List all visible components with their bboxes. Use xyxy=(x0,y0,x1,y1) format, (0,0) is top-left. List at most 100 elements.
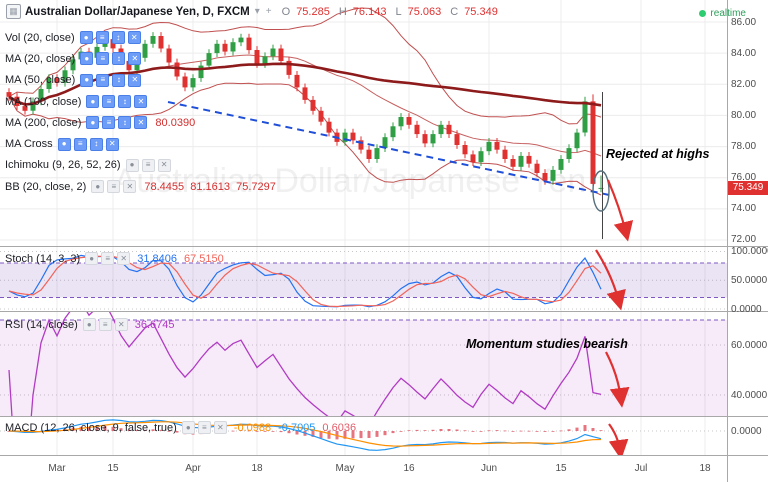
legend-label[interactable]: BB (20, close, 2) xyxy=(5,180,87,193)
close-icon[interactable]: ✕ xyxy=(105,137,119,151)
realtime-dot-icon xyxy=(699,10,707,17)
macd-hist-value: -0.0988 xyxy=(233,421,272,434)
close-icon[interactable]: ✕ xyxy=(134,116,148,130)
axis-label: 80.00 xyxy=(731,109,757,121)
rsi-legend-label[interactable]: RSI (14, close) xyxy=(5,318,78,331)
axis-label: 74.00 xyxy=(731,203,757,215)
close-icon[interactable]: ✕ xyxy=(134,95,148,109)
eye-icon[interactable]: ● xyxy=(80,73,94,87)
time-axis-label: May xyxy=(335,463,355,474)
settings-icon[interactable]: ≡ xyxy=(101,252,115,266)
open-label: O xyxy=(281,5,291,18)
caret-down-icon[interactable]: ▾ xyxy=(254,6,260,17)
reorder-icon[interactable]: ↕ xyxy=(89,137,103,151)
time-axis-label: 15 xyxy=(555,463,567,474)
axis-label: 82.00 xyxy=(731,78,757,90)
stoch-d-value: 67.5150 xyxy=(183,252,224,265)
drawings[interactable] xyxy=(167,92,634,242)
eye-icon[interactable]: ● xyxy=(57,137,71,151)
legend-label[interactable]: MA (50, close) xyxy=(5,74,76,87)
settings-icon[interactable]: ≡ xyxy=(197,421,211,435)
rsi-value: 36.6745 xyxy=(134,318,175,331)
stoch-panel[interactable] xyxy=(0,249,727,311)
axis-label: 78.00 xyxy=(731,141,757,153)
symbol-title[interactable]: Australian Dollar/Japanese Yen, D, FXCM xyxy=(25,5,250,18)
close-icon[interactable]: ✕ xyxy=(114,318,128,332)
realtime-label: realtime xyxy=(710,8,746,19)
annotation-momentum-bearish[interactable]: Momentum studies bearish xyxy=(466,337,628,351)
settings-icon[interactable]: ≡ xyxy=(102,116,116,130)
legend-label[interactable]: MA (200, close) xyxy=(5,116,82,129)
macd-signal-value: 0.6036 xyxy=(322,421,357,434)
settings-icon[interactable]: ≡ xyxy=(102,95,116,109)
legend-label[interactable]: Ichimoku (9, 26, 52, 26) xyxy=(5,159,121,172)
settings-icon[interactable]: ≡ xyxy=(95,31,109,45)
axis-label: 0.0000 xyxy=(731,303,762,315)
close-icon[interactable]: ✕ xyxy=(213,421,227,435)
layout-grid-icon[interactable]: ▦ xyxy=(6,4,21,19)
realtime-status: realtime xyxy=(699,8,746,19)
legend-label[interactable]: MA (20, close) xyxy=(5,52,76,65)
time-axis-label: 16 xyxy=(403,463,415,474)
macd-panel[interactable] xyxy=(7,419,629,455)
time-axis[interactable]: Mar 15 Apr 18 May 16 Jun 15 Jul 18 xyxy=(0,456,727,482)
stoch-legend: Stoch (14, 3, 3) ● ≡ ✕ 31.8406 67.5150 xyxy=(5,248,224,269)
close-label: C xyxy=(450,5,459,18)
reorder-icon[interactable]: ↕ xyxy=(118,116,132,130)
reorder-icon[interactable]: ↕ xyxy=(112,73,126,87)
settings-icon[interactable]: ≡ xyxy=(107,180,121,194)
eye-icon[interactable]: ● xyxy=(82,318,96,332)
time-axis-label: 15 xyxy=(107,463,119,474)
axis-label: 72.00 xyxy=(731,234,757,246)
indicator-legend: Vol (20, close) ● ≡ ↕ ✕ MA (20, close) ● ≡ ↕ ✕ MA … xyxy=(5,27,276,197)
legend-row: Ichimoku (9, 26, 52, 26) ● ≡ ✕ xyxy=(5,155,276,176)
eye-icon[interactable]: ● xyxy=(79,31,93,45)
low-label: L xyxy=(395,5,402,18)
close-icon[interactable]: ✕ xyxy=(123,180,137,194)
axis-label: 76.00 xyxy=(731,172,757,184)
settings-icon[interactable]: ≡ xyxy=(141,158,155,172)
eye-icon[interactable]: ● xyxy=(86,116,100,130)
stoch-legend-label[interactable]: Stoch (14, 3, 3) xyxy=(5,252,81,265)
price-axis[interactable]: 75.349 86.00 84.00 82.00 80.00 78.00 76.00 74.… xyxy=(728,0,768,482)
annotation-rejected-at-highs[interactable]: Rejected at highs xyxy=(606,147,710,161)
macd-legend-label[interactable]: MACD (12, 26, close, 9, false, true) xyxy=(5,421,177,434)
reorder-icon[interactable]: ↕ xyxy=(118,95,132,109)
legend-value: 80.0390 xyxy=(155,116,196,129)
time-axis-label: 18 xyxy=(699,463,711,474)
trendline[interactable] xyxy=(167,101,615,197)
time-axis-label: Jun xyxy=(480,463,498,474)
close-icon[interactable]: ✕ xyxy=(128,73,142,87)
add-compare-icon[interactable]: + xyxy=(265,6,272,17)
last-price-badge: 75.349 xyxy=(728,181,768,195)
settings-icon[interactable]: ≡ xyxy=(96,73,110,87)
legend-label[interactable]: MA (100, close) xyxy=(5,95,82,108)
settings-icon[interactable]: ≡ xyxy=(98,318,112,332)
reorder-icon[interactable]: ↕ xyxy=(112,52,126,66)
eye-icon[interactable]: ● xyxy=(125,158,139,172)
legend-label[interactable]: Vol (20, close) xyxy=(5,31,75,44)
eye-icon[interactable]: ● xyxy=(86,95,100,109)
eye-icon[interactable]: ● xyxy=(80,52,94,66)
open-value: 75.285 xyxy=(296,5,330,18)
legend-label[interactable]: MA Cross xyxy=(5,138,53,151)
axis-label: 60.0000 xyxy=(731,339,768,351)
high-value: 76.143 xyxy=(352,5,387,18)
time-axis-label: Mar xyxy=(48,463,66,474)
close-icon[interactable]: ✕ xyxy=(157,158,171,172)
ellipse-highlight[interactable] xyxy=(592,170,610,212)
close-icon[interactable]: ✕ xyxy=(117,252,131,266)
eye-icon[interactable]: ● xyxy=(181,421,195,435)
eye-icon[interactable]: ● xyxy=(85,252,99,266)
axis-label: 100.0000 xyxy=(731,246,768,257)
close-icon[interactable]: ✕ xyxy=(127,31,141,45)
time-axis-label: 18 xyxy=(251,463,263,474)
stoch-k-value: 31.8406 xyxy=(137,252,177,265)
reorder-icon[interactable]: ↕ xyxy=(111,31,125,45)
close-icon[interactable]: ✕ xyxy=(128,52,142,66)
eye-icon[interactable]: ● xyxy=(91,180,105,194)
settings-icon[interactable]: ≡ xyxy=(73,137,87,151)
red-arrow-main[interactable] xyxy=(606,179,634,242)
settings-icon[interactable]: ≡ xyxy=(96,52,110,66)
legend-row: MA (200, close) ● ≡ ↕ ✕ 80.0390 xyxy=(5,112,276,133)
